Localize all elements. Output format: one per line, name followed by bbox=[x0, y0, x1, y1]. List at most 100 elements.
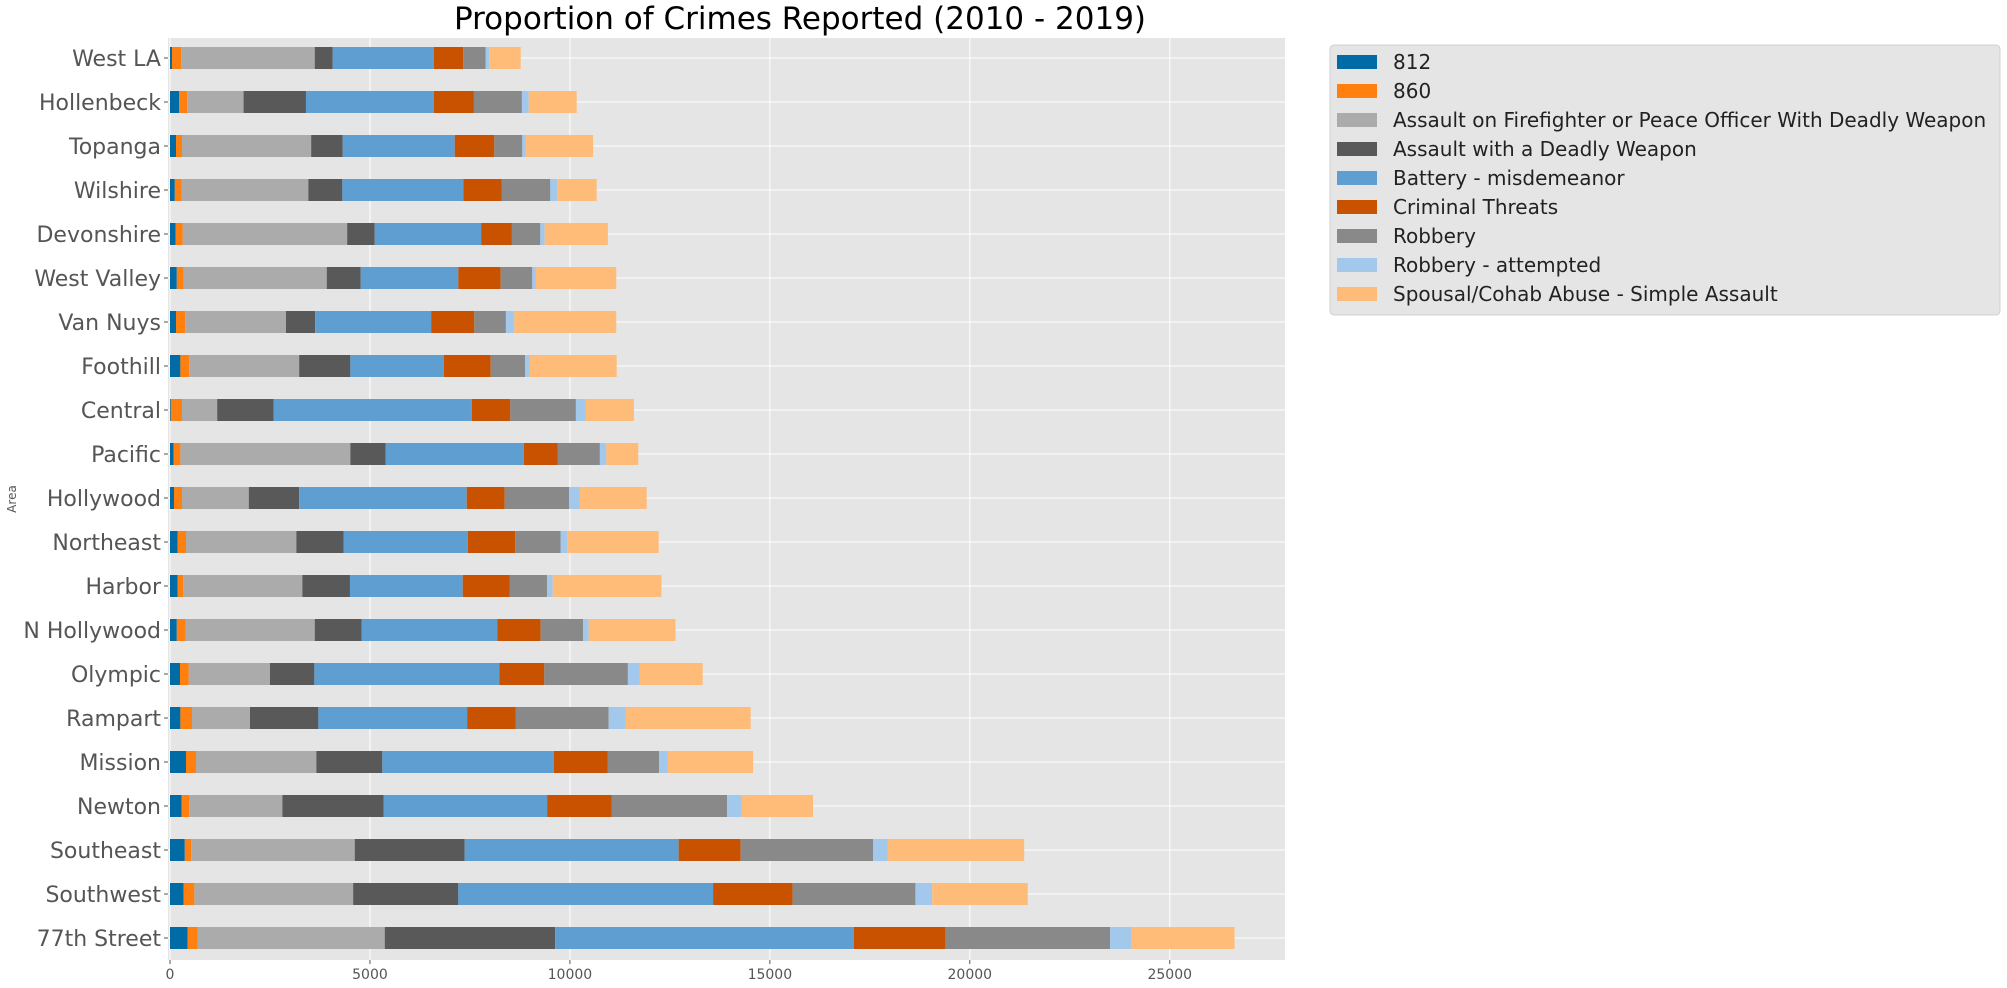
bar-15-7 bbox=[608, 707, 626, 729]
bar-8-8 bbox=[585, 399, 634, 421]
bar-12-1 bbox=[177, 575, 184, 597]
legend-swatch-8 bbox=[1337, 287, 1377, 301]
bar-17-8 bbox=[741, 795, 814, 817]
bar-13-8 bbox=[588, 619, 676, 641]
legend: 812 860 Assault on Firefighter or Peace Of… bbox=[1329, 44, 2001, 316]
bar-10-4 bbox=[299, 487, 467, 509]
bar-11-5 bbox=[467, 531, 516, 553]
bar-20-1 bbox=[187, 927, 198, 949]
bar-14-5 bbox=[499, 663, 545, 685]
bar-14-1 bbox=[179, 663, 189, 685]
bar-4-4 bbox=[374, 223, 482, 245]
bar-3-6 bbox=[501, 179, 551, 201]
bar-6-0 bbox=[170, 311, 176, 333]
legend-label-1: 860 bbox=[1393, 79, 1431, 103]
bar-9-6 bbox=[557, 443, 600, 465]
legend-label-4: Battery - misdemeanor bbox=[1393, 166, 1625, 190]
bar-1-0 bbox=[170, 91, 180, 113]
bar-20-8 bbox=[1130, 927, 1235, 949]
bar-10-8 bbox=[579, 487, 647, 509]
bar-12-6 bbox=[509, 575, 548, 597]
bar-16-1 bbox=[185, 751, 196, 773]
bar-10-1 bbox=[173, 487, 182, 509]
bar-6-6 bbox=[474, 311, 506, 333]
bar-9-2 bbox=[180, 443, 351, 465]
bar-17-4 bbox=[383, 795, 548, 817]
bar-18-5 bbox=[678, 839, 741, 861]
legend-swatch-6 bbox=[1337, 229, 1377, 243]
bar-9-4 bbox=[385, 443, 524, 465]
legend-box bbox=[1329, 44, 2001, 316]
bar-15-2 bbox=[191, 707, 250, 729]
bar-14-0 bbox=[170, 663, 180, 685]
bar-11-2 bbox=[185, 531, 297, 553]
bar-20-0 bbox=[170, 927, 188, 949]
category-label-6: Van Nuys bbox=[58, 311, 161, 336]
bar-4-2 bbox=[182, 223, 348, 245]
bar-7-0 bbox=[170, 355, 181, 377]
bar-1-1 bbox=[179, 91, 188, 113]
legend-label-7: Robbery - attempted bbox=[1393, 253, 1601, 277]
bar-14-3 bbox=[269, 663, 315, 685]
bar-2-6 bbox=[494, 135, 523, 157]
category-label-13: N Hollywood bbox=[23, 619, 161, 644]
bar-17-3 bbox=[282, 795, 384, 817]
bar-11-8 bbox=[567, 531, 659, 553]
bar-14-2 bbox=[188, 663, 270, 685]
x-tick-label-3: 15000 bbox=[748, 967, 793, 983]
bar-2-5 bbox=[454, 135, 495, 157]
bar-0-7 bbox=[485, 47, 490, 69]
bar-14-4 bbox=[314, 663, 500, 685]
bar-19-6 bbox=[792, 883, 916, 905]
bars bbox=[170, 47, 1235, 949]
bar-0-5 bbox=[433, 47, 464, 69]
bar-20-3 bbox=[384, 927, 556, 949]
bar-7-6 bbox=[490, 355, 526, 377]
bar-7-1 bbox=[180, 355, 190, 377]
bar-19-1 bbox=[183, 883, 195, 905]
bar-17-6 bbox=[611, 795, 728, 817]
bar-8-7 bbox=[575, 399, 586, 421]
bar-17-5 bbox=[547, 795, 612, 817]
bar-2-2 bbox=[181, 135, 312, 157]
bar-16-0 bbox=[170, 751, 186, 773]
bar-11-1 bbox=[177, 531, 186, 553]
legend-label-2: Assault on Firefighter or Peace Officer … bbox=[1393, 108, 1986, 132]
legend-swatch-3 bbox=[1337, 142, 1377, 156]
bar-8-1 bbox=[170, 399, 182, 421]
category-label-19: Southwest bbox=[45, 883, 161, 908]
legend-label-8: Spousal/Cohab Abuse - Simple Assault bbox=[1393, 282, 1778, 306]
bar-16-3 bbox=[316, 751, 383, 773]
bar-19-8 bbox=[932, 883, 1028, 905]
bar-11-7 bbox=[560, 531, 568, 553]
bar-18-7 bbox=[873, 839, 888, 861]
bar-1-5 bbox=[433, 91, 474, 113]
bar-17-0 bbox=[170, 795, 182, 817]
bar-3-0 bbox=[170, 179, 175, 201]
bar-3-8 bbox=[557, 179, 597, 201]
x-tick-label-4: 20000 bbox=[948, 967, 993, 983]
bar-4-7 bbox=[540, 223, 545, 245]
chart-title: Proportion of Crimes Reported (2010 - 20… bbox=[454, 1, 1146, 37]
bar-5-2 bbox=[183, 267, 327, 289]
bar-5-7 bbox=[532, 267, 536, 289]
legend-label-3: Assault with a Deadly Weapon bbox=[1393, 137, 1697, 161]
bar-2-1 bbox=[175, 135, 182, 157]
category-label-8: Central bbox=[81, 399, 161, 424]
legend-swatch-2 bbox=[1337, 113, 1377, 127]
bar-11-6 bbox=[515, 531, 561, 553]
category-label-7: Foothill bbox=[81, 355, 161, 380]
bar-0-1 bbox=[171, 47, 182, 69]
bar-1-8 bbox=[528, 91, 577, 113]
bar-5-5 bbox=[458, 267, 501, 289]
category-label-17: Newton bbox=[77, 795, 161, 820]
bar-13-5 bbox=[497, 619, 541, 641]
bar-7-2 bbox=[189, 355, 300, 377]
bar-5-3 bbox=[326, 267, 361, 289]
bar-6-8 bbox=[514, 311, 617, 333]
category-label-5: West Valley bbox=[34, 267, 161, 292]
bar-18-8 bbox=[887, 839, 1025, 861]
bar-18-6 bbox=[740, 839, 874, 861]
bar-3-4 bbox=[342, 179, 464, 201]
bar-0-4 bbox=[332, 47, 434, 69]
